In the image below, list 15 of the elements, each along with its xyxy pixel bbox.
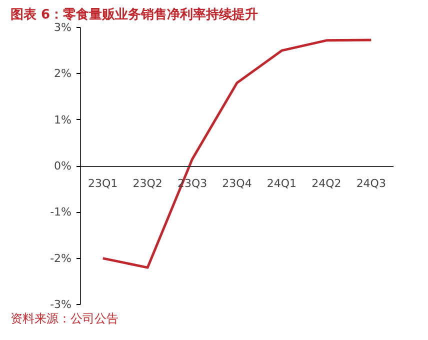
x-tick-label: 23Q2	[132, 177, 162, 190]
x-tick-label: 24Q1	[266, 177, 297, 190]
y-tick-label: -2%	[50, 252, 72, 265]
y-tick-label: 2%	[54, 67, 72, 80]
chart-title: 图表 6：零食量贩业务销售净利率持续提升	[10, 6, 258, 22]
x-tick-label: 23Q1	[88, 177, 118, 190]
y-tick-label: -1%	[50, 206, 72, 219]
y-tick-label: 3%	[54, 21, 72, 34]
x-tick-label: 24Q2	[312, 177, 342, 190]
y-tick-label: 1%	[54, 113, 72, 126]
x-tick-label: 24Q3	[356, 177, 386, 190]
y-tick-label: 0%	[54, 160, 72, 172]
y-tick-label: -3%	[50, 298, 72, 311]
text: 资料来源：公司公告	[10, 312, 118, 326]
x-tick-label: 23Q4	[222, 177, 252, 190]
